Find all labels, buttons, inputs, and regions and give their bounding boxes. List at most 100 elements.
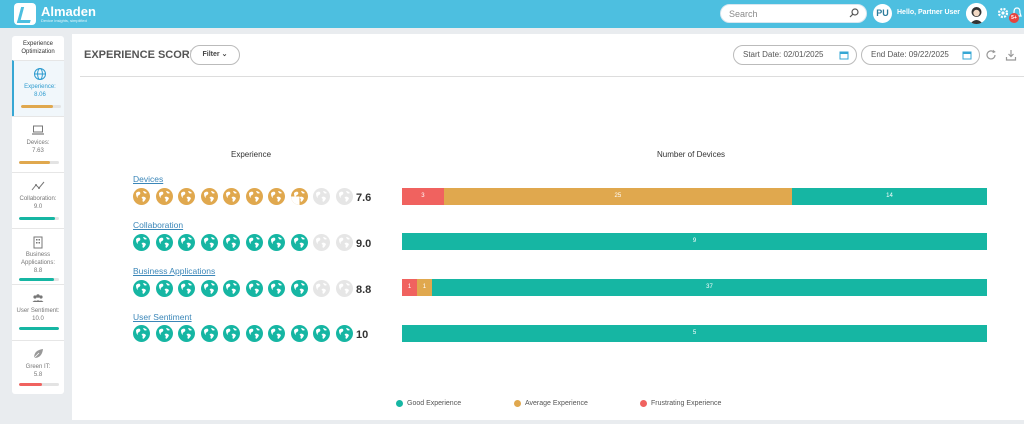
sidebar-item-green-it[interactable]: Green IT: 5.8 <box>12 340 64 394</box>
score-progress-bar <box>19 383 59 386</box>
category-link-business-applications[interactable]: Business Applications <box>133 266 216 276</box>
sidebar-item-label: Business Applications: <box>20 252 56 266</box>
globe-icon <box>223 280 240 297</box>
download-icon[interactable] <box>1005 49 1017 61</box>
end-date-picker[interactable]: End Date: 09/22/2025 <box>861 45 980 65</box>
calendar-icon <box>962 51 972 60</box>
legend-dot <box>514 400 521 407</box>
score-progress-bar <box>19 217 59 220</box>
chevron-down-icon: ⌄ <box>221 51 228 58</box>
sidebar-item-user-sentiment[interactable]: User Sentiment: 10.0 <box>12 284 64 340</box>
filter-button-label: Filter <box>202 51 220 58</box>
globe-icon <box>290 280 308 297</box>
score-progress-fill <box>19 217 55 220</box>
greeting-text: Hello, Partner User <box>897 9 961 16</box>
globe-icon <box>178 188 195 205</box>
calendar-icon <box>839 51 849 60</box>
globe-icon <box>268 325 285 342</box>
end-date-label: End Date: 09/22/2025 <box>871 50 949 59</box>
score-progress-fill <box>19 383 43 386</box>
page-title: EXPERIENCE SCORE <box>84 49 198 61</box>
sidebar-item-label: Collaboration: <box>19 196 57 202</box>
globe-icon <box>155 280 173 297</box>
category-link-user-sentiment[interactable]: User Sentiment <box>133 312 192 322</box>
globe-rating <box>133 280 358 297</box>
globe-icon <box>268 188 285 205</box>
sidebar-item-value: 5.8 <box>33 372 43 378</box>
refresh-icon[interactable] <box>985 49 997 61</box>
app-logo[interactable]: Almaden Device insights, simplified <box>14 3 96 25</box>
globe-rating <box>133 188 358 205</box>
globe-icon <box>223 234 240 251</box>
score-progress-bar <box>21 105 61 108</box>
category-link-devices[interactable]: Devices <box>133 174 164 184</box>
globe-icon <box>268 234 285 251</box>
sidebar-item-business-applications[interactable]: Business Applications: 8.8 <box>12 228 64 284</box>
globe-icon <box>178 234 195 251</box>
sidebar-item-devices[interactable]: Devices: 7.63 <box>12 116 64 172</box>
globe-icon <box>268 280 285 297</box>
device-count-bar: 5 <box>402 325 987 342</box>
bar-segment[interactable]: 14 <box>791 188 987 205</box>
search-icon[interactable] <box>849 8 859 18</box>
globe-icon <box>245 325 263 342</box>
collaboration-icon <box>31 181 45 191</box>
filter-button[interactable]: Filter ⌄ <box>190 45 240 65</box>
globe-icon <box>200 280 218 297</box>
main-panel: EXPERIENCE SCORE Filter ⌄ Start Date: 02… <box>72 34 1024 420</box>
sidebar-item-value: 7.63 <box>32 148 44 154</box>
legend-label: Average Experience <box>525 400 588 407</box>
sidebar-item-collaboration[interactable]: Collaboration: 9.0 <box>12 172 64 228</box>
bar-segment[interactable]: 37 <box>431 279 987 296</box>
sidebar-item-experience[interactable]: Experience: 8.06 <box>12 60 64 116</box>
experience-score: 7.6 <box>356 192 372 204</box>
globe-icon <box>245 188 263 205</box>
bar-segment[interactable]: 3 <box>402 188 444 205</box>
bar-segment[interactable]: 1 <box>402 279 417 296</box>
legend-label: Good Experience <box>407 400 462 407</box>
search-input[interactable] <box>729 7 844 21</box>
globe-icon <box>178 325 195 342</box>
legend-label: Frustrating Experience <box>651 400 722 407</box>
globe-icon <box>313 280 330 297</box>
sidebar-item-label: User Sentiment: <box>16 308 60 314</box>
start-date-picker[interactable]: Start Date: 02/01/2025 <box>733 45 857 65</box>
score-progress-fill <box>21 105 54 108</box>
globe-icon <box>155 325 173 342</box>
legend-dot <box>396 400 403 407</box>
bar-segment[interactable]: 25 <box>443 188 792 205</box>
device-count-bar: 1 1 37 <box>402 279 987 296</box>
user-avatar[interactable] <box>966 3 987 24</box>
globe-icon <box>335 280 353 297</box>
globe-icon <box>313 188 330 205</box>
legend-item-good[interactable]: Good Experience <box>396 400 461 407</box>
leaf-icon <box>33 349 43 359</box>
top-bar: Almaden Device insights, simplified PU H… <box>0 0 1024 28</box>
bar-segment[interactable]: 5 <box>402 325 987 342</box>
globe-icon <box>335 188 353 205</box>
globe-icon <box>133 325 150 342</box>
globe-icon <box>223 188 240 205</box>
user-photo-icon <box>966 3 987 24</box>
globe-icon <box>313 234 330 251</box>
experience-score: 9.0 <box>356 238 372 250</box>
bar-segment[interactable]: 1 <box>416 279 432 296</box>
globe-icon <box>200 325 218 342</box>
experience-score: 10 <box>356 329 369 341</box>
user-initials-avatar[interactable]: PU <box>873 4 892 23</box>
globe-icon <box>223 325 240 342</box>
sidebar-item-value: 9.0 <box>33 204 43 210</box>
globe-rating <box>133 325 358 342</box>
category-link-collaboration[interactable]: Collaboration <box>133 220 184 230</box>
globe-icon <box>290 234 308 251</box>
app-name: Almaden <box>41 3 96 19</box>
globe-icon <box>245 280 263 297</box>
legend-item-average[interactable]: Average Experience <box>514 400 588 407</box>
gear-icon[interactable] <box>997 7 1009 19</box>
score-progress-bar <box>19 327 59 330</box>
legend-item-frustrating[interactable]: Frustrating Experience <box>640 400 721 407</box>
bar-segment[interactable]: 9 <box>402 233 987 250</box>
globe-icon <box>200 188 218 205</box>
score-progress-bar <box>19 161 59 164</box>
sidebar-item-value: 8.06 <box>34 92 46 98</box>
